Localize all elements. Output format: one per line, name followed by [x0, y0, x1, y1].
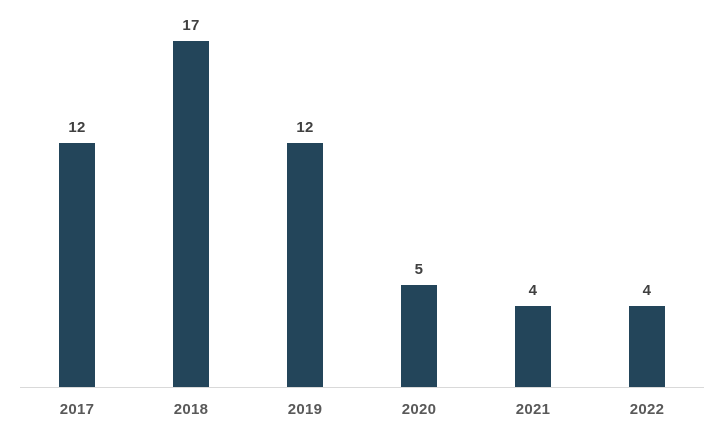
bar-group: 12: [20, 0, 134, 387]
bar: [59, 142, 95, 387]
bar-value-label: 12: [296, 118, 314, 136]
x-axis-tick-label: 2018: [173, 401, 209, 418]
bar-group: 12: [248, 0, 362, 387]
x-axis-tick-label: 2021: [515, 401, 551, 418]
bar-value-label: 4: [642, 281, 652, 299]
bar-group: 4: [590, 0, 704, 387]
bar-value-label: 17: [182, 17, 200, 34]
bar: [515, 305, 551, 387]
bar-group: 5: [362, 0, 476, 387]
bar-value-label: 12: [68, 118, 86, 136]
x-axis: 2017 2018 2019 2020 2021 2022: [20, 388, 704, 418]
bar: [173, 41, 209, 387]
bar-value-label: 4: [528, 281, 538, 299]
x-axis-tick-label: 2017: [59, 401, 95, 418]
x-axis-tick-label: 2022: [629, 401, 665, 418]
bar: [401, 285, 437, 387]
bar-group: 4: [476, 0, 590, 387]
x-axis-tick-label: 2020: [401, 401, 437, 418]
x-axis-tick-label: 2019: [287, 401, 323, 418]
bar-value-label: 5: [414, 261, 424, 279]
plot-area: 12 17 12 5 4 4: [20, 0, 704, 388]
bar: [629, 305, 665, 387]
bar-group: 17: [134, 0, 248, 387]
bar: [287, 142, 323, 387]
